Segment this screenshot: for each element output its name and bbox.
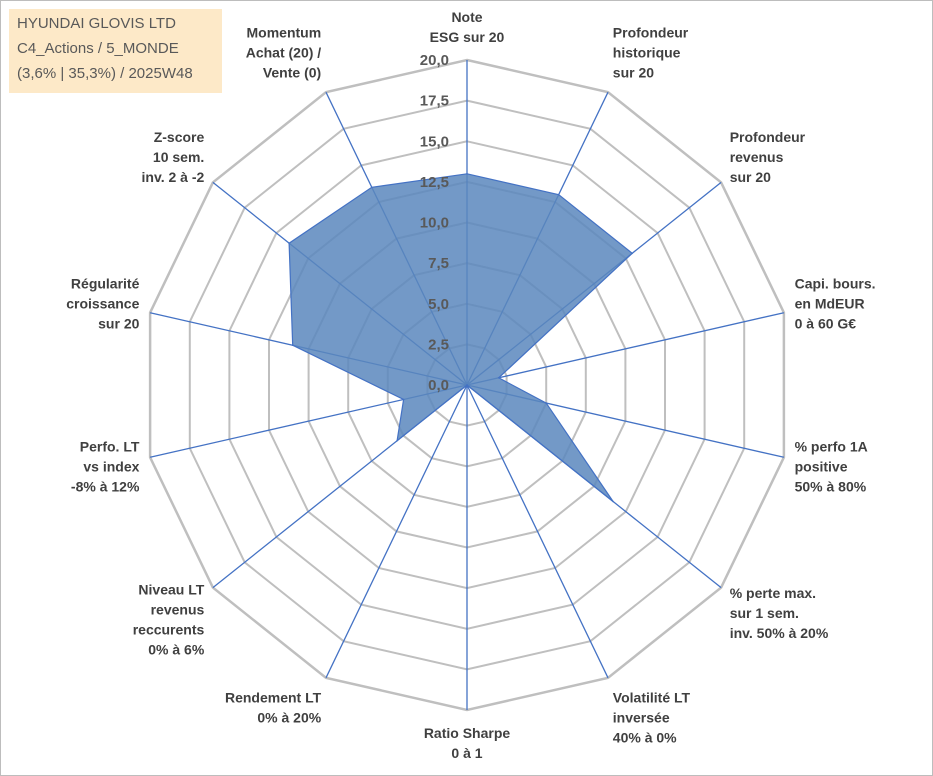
category-label-line: Perfo. LT: [80, 438, 140, 454]
axis-spoke: [466, 312, 785, 386]
radial-tick-labels: 0,0 2,5 5,0 7,5 10,0 12,5 15,0 17,5 20,0: [420, 52, 449, 394]
category-label: Niveau LT revenus reccurents 0% à 6%: [133, 581, 205, 657]
category-label: Perfo. LT vs index -8% à 12%: [71, 438, 140, 494]
category-label: % perfo 1A positive 50% à 80%: [795, 438, 868, 494]
data-point: [291, 344, 294, 347]
tick-label: 0,0: [428, 377, 449, 394]
data-point: [288, 242, 290, 244]
category-label-line: Z-score: [154, 129, 205, 145]
data-point: [402, 398, 405, 401]
data-point: [612, 500, 614, 503]
category-label-line: inversée: [613, 710, 670, 726]
category-label: Z-score 10 sem. inv. 2 à -2: [142, 129, 205, 185]
category-label-line: Note: [451, 9, 482, 25]
category-label-line: Achat (20) /: [246, 44, 322, 60]
category-label-line: 0% à 6%: [148, 641, 205, 657]
company-name: HYUNDAI GLOVIS LTD: [17, 15, 176, 32]
info-box: HYUNDAI GLOVIS LTD C4_Actions / 5_MONDE …: [9, 9, 222, 93]
category-label-line: sur 20: [613, 64, 654, 80]
category-label-line: 0% à 20%: [257, 710, 321, 726]
category-label: Momentum Achat (20) / Vente (0): [246, 24, 322, 80]
category-label-line: Profondeur: [613, 24, 689, 40]
category-label-line: revenus: [151, 601, 205, 617]
category-label: Note ESG sur 20: [430, 9, 505, 45]
category-label-line: Régularité: [71, 276, 140, 292]
category-label-line: revenus: [730, 149, 784, 165]
category-label-line: historique: [613, 44, 681, 60]
category-label-line: -8% à 12%: [71, 478, 140, 494]
category-label-line: Vente (0): [263, 64, 321, 80]
tick-label: 17,5: [420, 93, 449, 110]
category-label: Volatilité LT inversée 40% à 0%: [613, 690, 691, 746]
tick-label: 7,5: [428, 255, 449, 272]
category-label-line: 0 à 1: [451, 745, 482, 761]
data-point: [466, 384, 468, 386]
category-label-line: reccurents: [133, 621, 205, 637]
category-label-line: sur 20: [730, 169, 771, 185]
category-label-line: Profondeur: [730, 129, 806, 145]
data-point: [497, 377, 500, 379]
tick-label: 12,5: [420, 174, 449, 191]
category-label: Ratio Sharpe 0 à 1: [424, 725, 511, 761]
portfolio-name: C4_Actions / 5_MONDE: [17, 40, 179, 57]
category-label-line: inv. 2 à -2: [142, 169, 205, 185]
category-label-line: % perte max.: [730, 585, 816, 601]
category-label-line: Rendement LT: [225, 690, 322, 706]
tick-label: 10,0: [420, 215, 449, 232]
data-point: [466, 173, 468, 175]
category-label-line: ESG sur 20: [430, 29, 505, 45]
data-point: [371, 186, 373, 189]
category-label-line: Ratio Sharpe: [424, 725, 511, 741]
category-label-line: en MdEUR: [795, 296, 865, 312]
category-label-line: sur 1 sem.: [730, 605, 799, 621]
category-label: Rendement LT 0% à 20%: [225, 690, 322, 726]
axis-spoke: [466, 384, 609, 679]
tick-label: 2,5: [428, 336, 449, 353]
stats-week: (3,6% | 35,3%) / 2025W48: [17, 65, 193, 82]
category-label-line: Volatilité LT: [613, 690, 691, 706]
category-label: Régularité croissance sur 20: [66, 276, 139, 332]
category-label-line: 0 à 60 G€: [795, 316, 857, 332]
category-label-line: Momentum: [247, 24, 322, 40]
category-label: Capi. bours. en MdEUR 0 à 60 G€: [795, 276, 876, 332]
category-label-line: Capi. bours.: [795, 276, 876, 292]
data-point: [557, 193, 560, 196]
category-label-line: Niveau LT: [138, 581, 204, 597]
category-labels: Note ESG sur 20 Profondeur historique sur 20…: [66, 9, 875, 761]
tick-label: 15,0: [420, 133, 449, 150]
data-point: [631, 252, 633, 255]
category-label-line: croissance: [66, 296, 139, 312]
tick-label: 20,0: [420, 52, 449, 69]
series-area: [288, 173, 634, 503]
category-label-line: vs index: [83, 458, 139, 474]
category-label-line: inv. 50% à 20%: [730, 625, 829, 641]
category-label-line: 40% à 0%: [613, 730, 677, 746]
category-label: % perte max. sur 1 sem. inv. 50% à 20%: [730, 585, 829, 641]
axis-spoke: [325, 384, 468, 679]
category-label-line: positive: [795, 458, 848, 474]
category-label-line: 50% à 80%: [795, 478, 867, 494]
category-label-line: sur 20: [98, 316, 139, 332]
category-label: Profondeur historique sur 20: [613, 24, 689, 80]
category-label-line: 10 sem.: [153, 149, 204, 165]
category-label: Profondeur revenus sur 20: [730, 129, 806, 185]
data-point: [545, 402, 547, 404]
series-polygon: [288, 173, 634, 502]
data-point: [396, 439, 398, 442]
category-label-line: % perfo 1A: [795, 438, 868, 454]
tick-label: 5,0: [428, 296, 449, 313]
